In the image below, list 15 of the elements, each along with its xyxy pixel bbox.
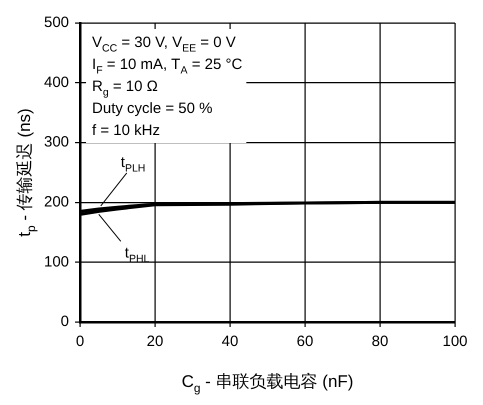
x-tick-label: 100	[442, 333, 468, 350]
x-tick-label: 20	[146, 333, 164, 350]
annotation: Duty cycle = 50 %	[92, 100, 212, 117]
x-tick-label: 40	[222, 333, 238, 350]
y-tick-label: 200	[44, 194, 70, 211]
y-tick-label: 500	[44, 14, 70, 32]
y-tick-label: 300	[44, 134, 70, 151]
x-tick-label: 60	[296, 333, 314, 350]
annotation: f = 10 kHz	[92, 122, 160, 139]
y-tick-label: 0	[60, 313, 70, 330]
y-tick-label: 400	[44, 74, 70, 91]
x-tick-label: 80	[372, 333, 388, 350]
x-tick-label: 0	[76, 333, 84, 350]
y-axis-title: tp - 传输延迟 (ns)	[15, 108, 38, 237]
y-tick-label: 100	[44, 253, 70, 270]
